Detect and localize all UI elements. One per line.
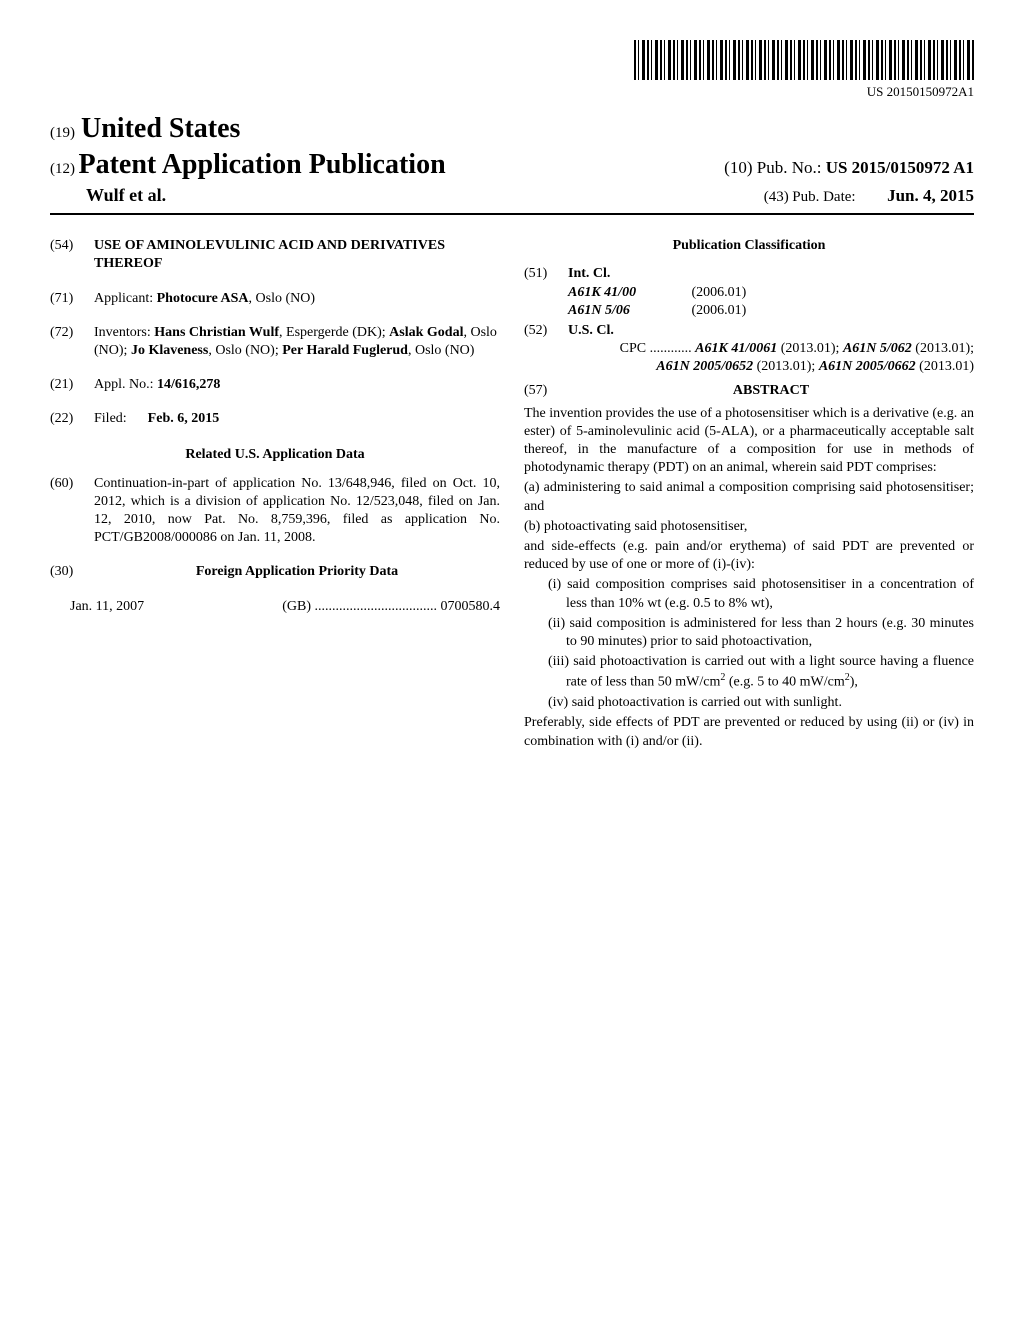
left-column: (54) USE OF AMINOLEVULINIC ACID AND DERI… [50, 237, 500, 753]
pub-title: Patent Application Publication [79, 149, 446, 180]
abstract-iii-b: (e.g. 5 to 40 mW/cm [725, 675, 844, 690]
cpc-text: A61K 41/0061 (2013.01); A61N 5/062 (2013… [656, 341, 974, 374]
filed-block: Filed: Feb. 6, 2015 [94, 410, 500, 428]
filed-label: Filed: [94, 411, 127, 426]
appl-label: Appl. No.: [94, 377, 154, 392]
applicant-label: Applicant: [94, 291, 153, 306]
applicant-name: Photocure ASA [157, 291, 249, 306]
patent-header: (19) United States (12) Patent Applicati… [50, 111, 974, 215]
abstract-p1: The invention provides the use of a phot… [524, 405, 974, 478]
pub-date-value: Jun. 4, 2015 [887, 186, 974, 205]
inventors-block: Inventors: Hans Christian Wulf, Esperger… [94, 324, 500, 360]
related-heading: Related U.S. Application Data [50, 446, 500, 464]
foreign-no: 0700580.4 [441, 599, 501, 614]
intcl-2: A61N 5/06 [568, 303, 630, 318]
intcl-1-ver: (2006.01) [692, 285, 747, 300]
abstract-p3: Preferably, side effects of PDT are prev… [524, 714, 974, 750]
abstract-i: (i) said composition comprises said phot… [548, 576, 974, 612]
appl-no: 14/616,278 [157, 377, 220, 392]
foreign-code: (30) [50, 563, 94, 581]
applicant-code: (71) [50, 290, 94, 308]
foreign-dots: ................................... [315, 599, 438, 614]
pub-date-label: Pub. Date: [792, 189, 855, 205]
intcl-block: Int. Cl. A61K 41/00 (2006.01) A61N 5/06 … [568, 265, 974, 320]
uscl-label: U.S. Cl. [568, 323, 614, 338]
abstract-iv: (iv) said photoactivation is carried out… [548, 694, 974, 712]
abstract-code: (57) [524, 382, 568, 400]
cpc-label: CPC ............ [620, 341, 692, 356]
foreign-date: Jan. 11, 2007 [70, 598, 144, 616]
country-name: United States [75, 111, 240, 147]
abstract-ii: (ii) said composition is administered fo… [548, 615, 974, 651]
abstract-b: (b) photoactivating said photosensitiser… [524, 518, 974, 536]
country-code: (19) [50, 124, 75, 144]
related-code: (60) [50, 475, 94, 548]
intcl-code: (51) [524, 265, 568, 320]
inventor-short: Wulf et al. [50, 184, 166, 207]
intcl-1: A61K 41/00 [568, 285, 636, 300]
abstract-iii: (iii) said photoactivation is carried ou… [548, 653, 974, 692]
abstract-a: (a) administering to said animal a compo… [524, 479, 974, 515]
appl-block: Appl. No.: 14/616,278 [94, 376, 500, 394]
body-columns: (54) USE OF AMINOLEVULINIC ACID AND DERI… [50, 237, 974, 753]
classification-heading: Publication Classification [524, 237, 974, 255]
foreign-heading: Foreign Application Priority Data [94, 563, 500, 581]
inventors-code: (72) [50, 324, 94, 360]
pub-date-code: (43) [764, 189, 789, 205]
title-code: (54) [50, 237, 94, 273]
pub-no: (10) Pub. No.: US 2015/0150972 A1 [724, 157, 974, 179]
invention-title: USE OF AMINOLEVULINIC ACID AND DERIVATIV… [94, 237, 500, 273]
pub-code: (12) [50, 161, 75, 177]
pub-no-code: (10) [724, 158, 752, 177]
inventors-label: Inventors: [94, 325, 151, 340]
barcode-graphic [634, 40, 974, 80]
filed-date: Feb. 6, 2015 [148, 411, 220, 426]
barcode-number: US 20150150972A1 [50, 84, 974, 101]
appl-code: (21) [50, 376, 94, 394]
inventors-names: Hans Christian Wulf, Espergerde (DK); As… [94, 325, 497, 358]
pub-no-value: US 2015/0150972 A1 [826, 158, 974, 177]
right-column: Publication Classification (51) Int. Cl.… [524, 237, 974, 753]
abstract-body: The invention provides the use of a phot… [524, 405, 974, 751]
pub-date-block: (43) Pub. Date: Jun. 4, 2015 [764, 185, 974, 208]
abstract-p2: and side-effects (e.g. pain and/or eryth… [524, 538, 974, 574]
intcl-2-ver: (2006.01) [692, 303, 747, 318]
abstract-heading: ABSTRACT [568, 382, 974, 400]
pub-no-label: Pub. No.: [757, 158, 822, 177]
uscl-block: U.S. Cl. CPC ............ A61K 41/0061 (… [568, 322, 974, 377]
applicant-loc: , Oslo (NO) [249, 291, 316, 306]
abstract-iii-c: ), [850, 675, 858, 690]
foreign-priority-row: Jan. 11, 2007 (GB) .....................… [50, 598, 500, 616]
uscl-code: (52) [524, 322, 568, 377]
related-text: Continuation-in-part of application No. … [94, 475, 500, 548]
filed-code: (22) [50, 410, 94, 428]
intcl-label: Int. Cl. [568, 266, 610, 281]
applicant-block: Applicant: Photocure ASA, Oslo (NO) [94, 290, 500, 308]
foreign-country: (GB) [282, 599, 311, 614]
